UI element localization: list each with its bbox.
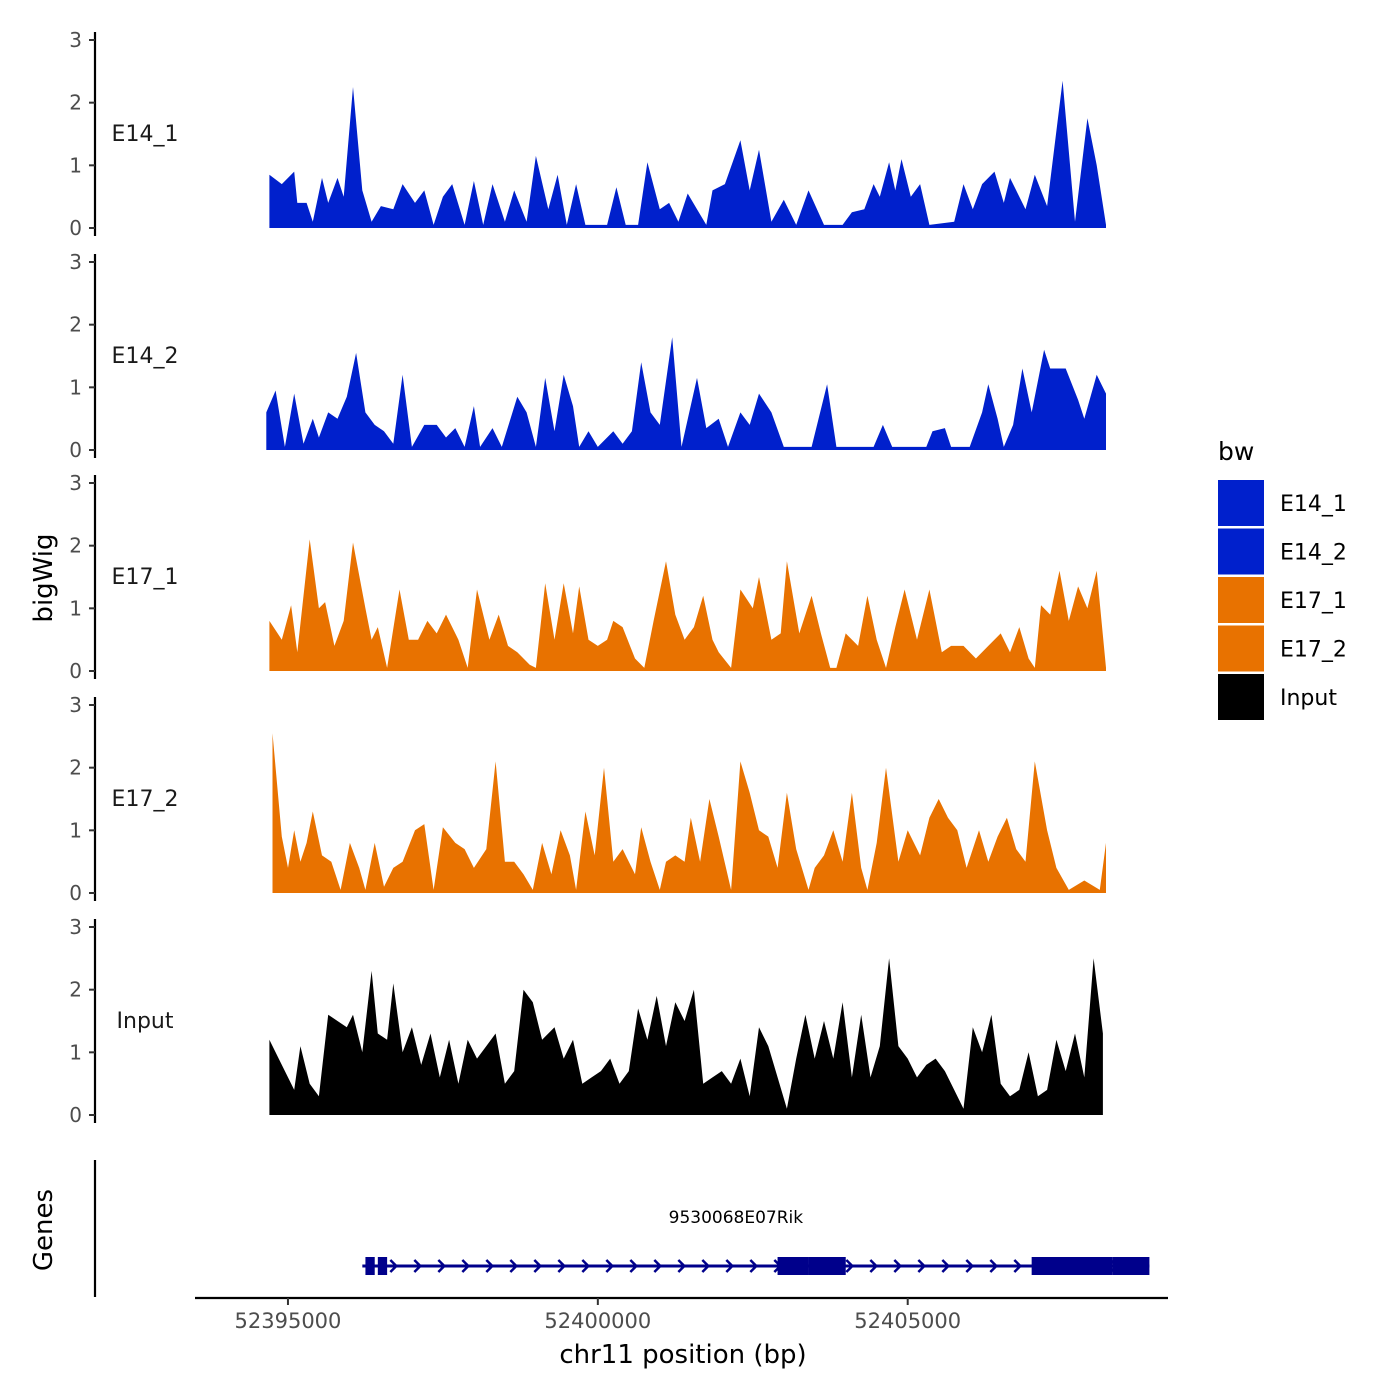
legend-swatch <box>1218 577 1264 623</box>
y-tick-label: 2 <box>69 313 82 337</box>
y-tick-label: 1 <box>69 375 82 399</box>
legend-label: E17_1 <box>1280 589 1347 614</box>
strand-chevron <box>605 1259 615 1273</box>
strand-chevron <box>581 1259 591 1273</box>
strand-chevron <box>485 1259 495 1273</box>
strand-chevron <box>389 1259 399 1273</box>
strand-chevron <box>653 1259 663 1273</box>
signal-area-e14-1 <box>269 80 1106 228</box>
y-tick-label: 3 <box>69 471 82 495</box>
legend-swatch <box>1218 528 1264 575</box>
gene-track: 9530068E07Rik <box>93 1160 1150 1297</box>
legend-swatch <box>1218 480 1264 526</box>
y-tick-label: 1 <box>69 818 82 842</box>
y-tick-label: 0 <box>69 216 82 240</box>
strand-chevron <box>941 1259 951 1273</box>
genes-axis-label: Genes <box>29 1189 59 1271</box>
x-tick-label: 52395000 <box>235 1309 342 1333</box>
y-tick-label: 1 <box>69 596 82 620</box>
exon <box>1112 1257 1150 1275</box>
legend-label: E14_1 <box>1280 492 1347 517</box>
strand-chevron <box>461 1259 471 1273</box>
signal-area-input <box>269 958 1103 1115</box>
gene-model: 9530068E07Rik <box>362 1208 1150 1275</box>
x-axis: 52395000 52400000 52405000 <box>195 1296 1168 1333</box>
y-tick-label: 3 <box>69 28 82 52</box>
signal-area-e14-2 <box>266 337 1106 450</box>
track-label: Input <box>117 1009 174 1034</box>
y-tick-label: 0 <box>69 1103 82 1127</box>
exon <box>1031 1257 1113 1275</box>
track-e17-2: 0 1 2 3 E17_2 <box>69 693 1106 905</box>
legend-swatch <box>1218 625 1264 672</box>
y-tick-label: 1 <box>69 1040 82 1064</box>
strand-chevron <box>629 1259 639 1273</box>
track-label: E17_1 <box>112 565 179 590</box>
strand-chevron <box>845 1259 855 1273</box>
strand-chevron <box>533 1259 543 1273</box>
x-tick-label: 52405000 <box>854 1309 961 1333</box>
exon <box>365 1257 375 1275</box>
y-tick-label: 1 <box>69 153 82 177</box>
strand-chevron <box>965 1259 975 1273</box>
strand-chevron <box>413 1259 423 1273</box>
strand-chevron <box>677 1259 687 1273</box>
track-label: E17_2 <box>112 787 179 812</box>
strand-chevron <box>437 1259 447 1273</box>
strand-chevron <box>749 1259 759 1273</box>
y-tick-label: 3 <box>69 250 82 274</box>
exon <box>808 1257 846 1275</box>
track-e14-1: 0 1 2 3 E14_1 <box>69 28 1106 240</box>
strand-chevron <box>1013 1259 1023 1273</box>
y-tick-label: 0 <box>69 438 82 462</box>
strand-chevron <box>557 1259 567 1273</box>
track-label: E14_1 <box>112 122 179 147</box>
track-label: E14_2 <box>112 344 179 369</box>
track-e14-2: 0 1 2 3 E14_2 <box>69 250 1106 462</box>
strand-chevron <box>917 1259 927 1273</box>
legend-label: E14_2 <box>1280 541 1347 566</box>
strand-chevron <box>701 1259 711 1273</box>
bigwig-tracks: 0 1 2 3 E14_1 0 1 2 3 E14_2 0 1 2 3 E17_1 0 1 2 3 E17_2 0 1 2 3… <box>69 28 1106 1127</box>
track-e17-1: 0 1 2 3 E17_1 <box>69 471 1106 683</box>
exon <box>777 1257 809 1275</box>
y-tick-label: 3 <box>69 693 82 717</box>
gene-name: 9530068E07Rik <box>669 1208 804 1228</box>
x-axis-label: chr11 position (bp) <box>559 1340 806 1370</box>
exon <box>377 1257 388 1275</box>
legend-title: bw <box>1218 437 1254 466</box>
y-tick-label: 3 <box>69 915 82 939</box>
y-tick-label: 2 <box>69 534 82 558</box>
legend-label: E17_2 <box>1280 638 1347 663</box>
track-input: 0 1 2 3 Input <box>69 915 1103 1127</box>
strand-chevron <box>869 1259 879 1273</box>
y-tick-label: 2 <box>69 91 82 115</box>
legend-swatch <box>1218 674 1264 720</box>
legend-label: Input <box>1280 686 1337 711</box>
strand-chevron <box>509 1259 519 1273</box>
signal-area-e17-1 <box>269 539 1106 671</box>
x-tick-label: 52400000 <box>544 1309 651 1333</box>
y-tick-label: 2 <box>69 756 82 780</box>
legend: bw E14_1 E14_2 E17_1 E17_2 Input <box>1218 437 1347 720</box>
y-tick-label: 0 <box>69 659 82 683</box>
signal-area-e17-2 <box>272 733 1106 893</box>
y-tick-label: 0 <box>69 881 82 905</box>
strand-chevron <box>725 1259 735 1273</box>
strand-chevron <box>989 1259 999 1273</box>
y-tick-label: 2 <box>69 978 82 1002</box>
strand-chevron <box>893 1259 903 1273</box>
y-axis-label: bigWig <box>29 533 59 622</box>
